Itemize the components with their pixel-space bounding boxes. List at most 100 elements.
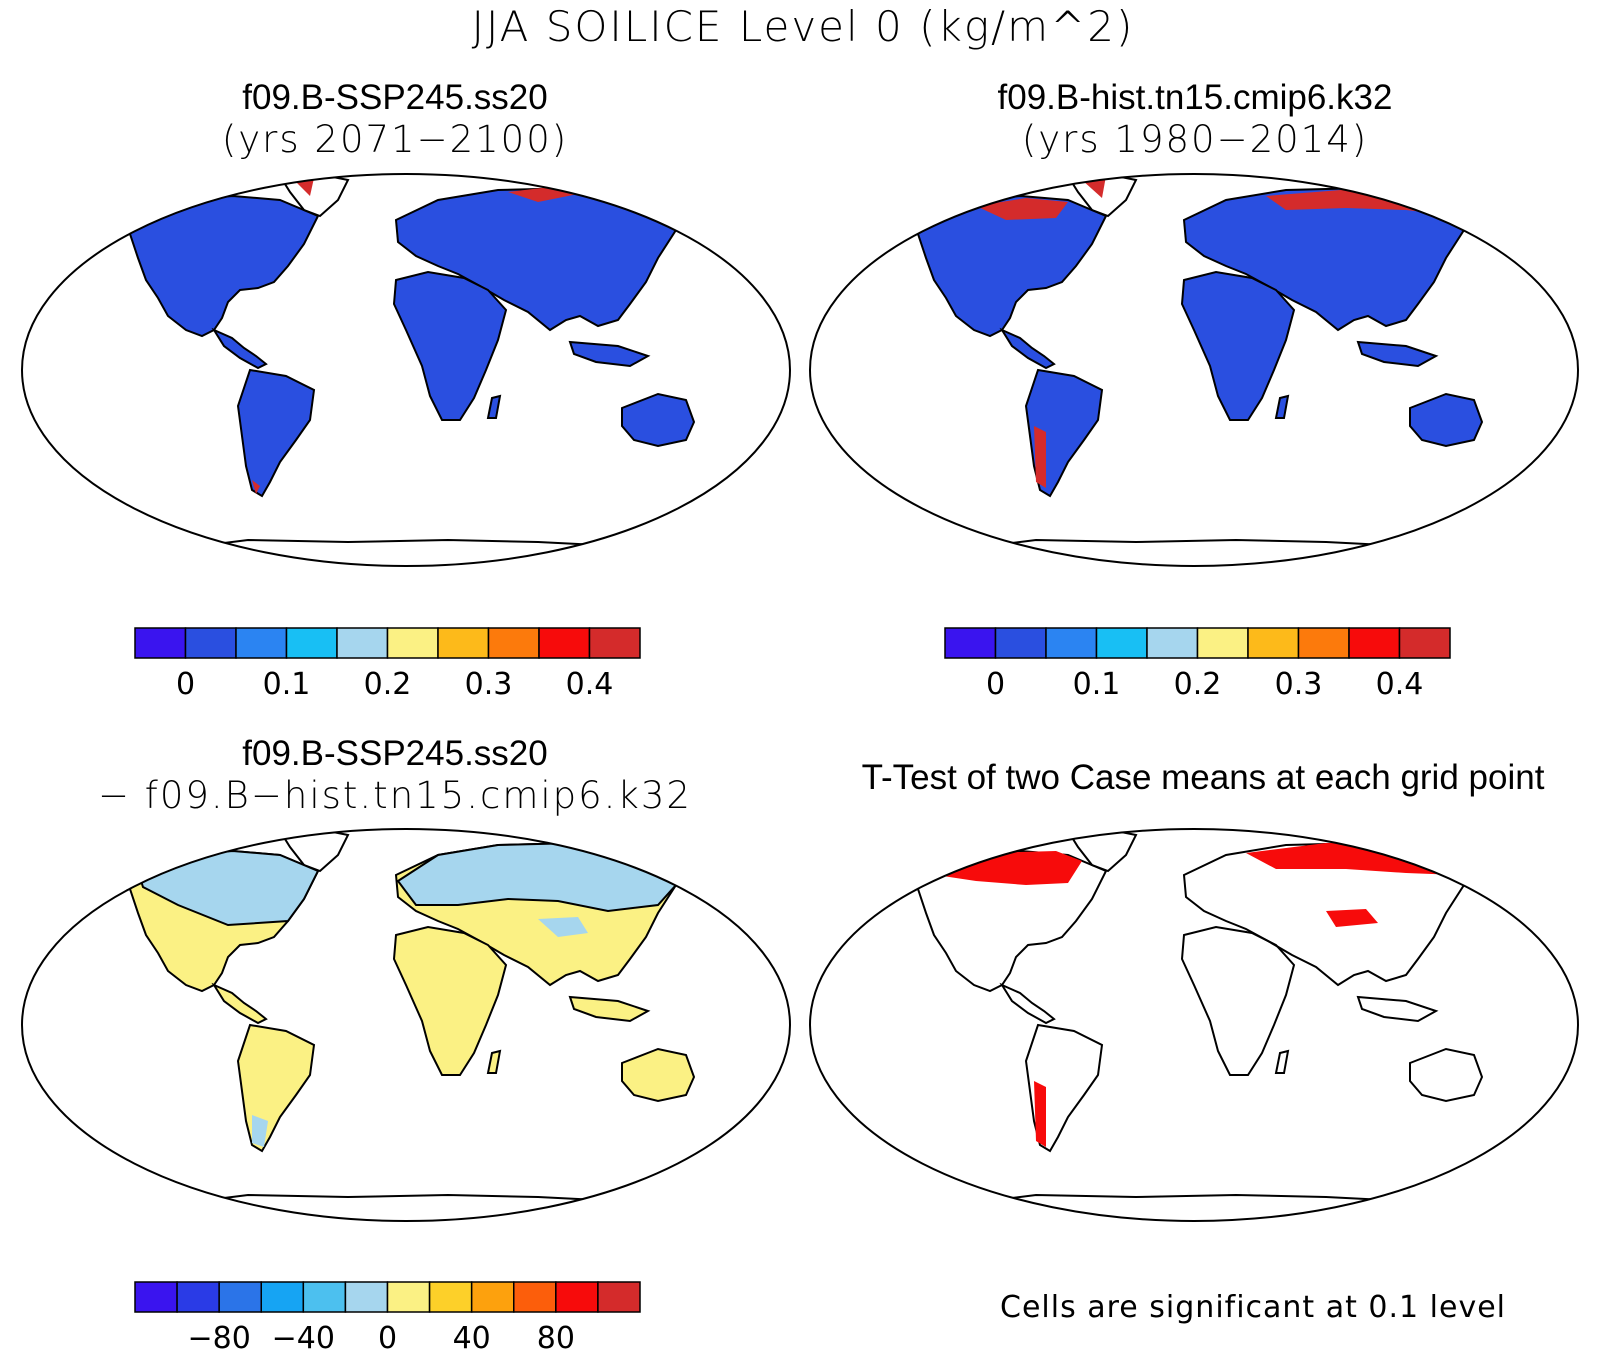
landmass-centralAmerica [211,327,268,370]
colorbar-swatch [285,627,338,659]
colorbar-test-case: 0 0.1 0.2 0.3 0.4 [134,627,641,702]
colorbar-swatch [184,627,237,659]
significant-central-asia [1326,909,1378,927]
map-panel-test-case [21,173,791,567]
landmass-maritime [1356,340,1439,368]
colorbar-swatch [218,1281,262,1313]
colorbar-swatch [538,627,591,659]
map-frame [809,173,1579,567]
landmass-madagascar [486,1049,502,1074]
colorbar-swatch [386,1281,431,1313]
landmass-madagascar [1274,1049,1290,1074]
panel3-title: f09.B-SSP245.ss20 [242,734,548,773]
soil-ice-high-canada [976,198,1068,220]
map-panel-ttest [809,828,1579,1222]
colorbar-swatch [1196,627,1249,659]
landmass-africa [1180,270,1296,421]
colorbar-swatch [134,1281,178,1313]
landmass-australia [1409,1047,1484,1103]
colorbar-tick-label: 0 [378,1321,397,1350]
colorbar-swatch [134,627,187,659]
colorbar-swatch [1247,627,1300,659]
landmass-australia [621,392,696,448]
map-frame [21,173,791,567]
landmass-maritime [568,995,651,1023]
landmass-southAmerica [236,1023,316,1153]
colorbar-tick-label: −40 [272,1321,335,1350]
colorbar-control-case: 0 0.1 0.2 0.3 0.4 [944,627,1451,702]
landmass-africa [392,925,508,1076]
colorbar-tick-label: 80 [537,1321,575,1350]
map-frame [21,828,791,1222]
difference-northern-eurasia [396,841,688,913]
difference-patagonia [252,1115,268,1147]
map-panel-difference [21,828,791,1222]
colorbar-tick-label: 0 [986,667,1005,702]
panel2-title: f09.B-hist.tn15.cmip6.k32 [997,78,1393,117]
colorbar-swatch [1045,627,1098,659]
map-content [916,174,1484,566]
colorbar-tick-label: 0.3 [465,667,513,702]
landmass-northAmerica [916,194,1108,338]
colorbar-swatch [344,1281,389,1313]
colorbar-tick-label: 0.3 [1275,667,1323,702]
significant-andes [1034,1081,1046,1147]
landmass-northAmerica [128,194,320,338]
landmass-africa [1180,925,1296,1076]
landmass-australia [1409,392,1484,448]
landmass-africa [392,270,508,421]
figure-title: JJA SOILICE Level 0 (kg/m^2) [471,2,1135,51]
colorbar-tick-label: 0.4 [1376,667,1424,702]
landmass-maritime [568,340,651,368]
colorbar-swatch [302,1281,347,1313]
landmass-northAmerica [916,849,1108,993]
colorbar-tick-label: 0.1 [1073,667,1121,702]
soil-ice-high-patagonia [252,480,260,494]
map-content [916,829,1484,1221]
panel1-title: f09.B-SSP245.ss20 [242,78,548,117]
colorbar-swatch [513,1281,557,1313]
colorbar-swatch [1297,627,1350,659]
colorbar-swatch [1095,627,1148,659]
landmass-australia [621,1047,696,1103]
colorbar-tick-label: 0.4 [566,667,614,702]
colorbar-swatch [588,627,641,659]
landmass-southAmerica [1024,1023,1104,1153]
colorbar-tick-label: 0.1 [263,667,311,702]
map-content [128,829,696,1221]
colorbar-swatch [386,627,439,659]
colorbar-swatch [428,1281,473,1313]
colorbar-swatch [1348,627,1401,659]
colorbar-tick-label: 40 [453,1321,491,1350]
map-frame [809,828,1579,1222]
colorbar-swatch [1146,627,1199,659]
colorbar-swatch [260,1281,305,1313]
landmass-maritime [1356,995,1439,1023]
colorbar-tick-label: −80 [188,1321,251,1350]
colorbar-tick-label: 0.2 [364,667,412,702]
colorbar-swatch [336,627,389,659]
landmass-southAmerica [236,368,316,498]
colorbar-swatch [470,1281,515,1313]
colorbar-swatch [1398,627,1451,659]
panel1-subtitle: (yrs 2071−2100) [221,118,569,161]
colorbar-swatch [487,627,540,659]
landmass-madagascar [486,394,502,419]
colorbar-swatch [944,627,997,659]
difference-central-asia [538,917,588,937]
panel4-title: T-Test of two Case means at each grid po… [861,758,1545,797]
colorbar-swatch [555,1281,599,1313]
colorbar-tick-label: 0.2 [1174,667,1222,702]
landmass-centralAmerica [999,327,1056,370]
panel2-subtitle: (yrs 1980−2014) [1021,118,1369,161]
colorbar-swatch [176,1281,220,1313]
colorbar-swatch [994,627,1047,659]
landmass-centralAmerica [211,982,268,1025]
soil-ice-high-andes [1034,426,1046,488]
map-panel-control-case [809,173,1579,567]
panel3-subtitle: − f09.B−hist.tn15.cmip6.k32 [98,774,692,817]
map-content [128,174,696,566]
landmass-madagascar [1274,394,1290,419]
landmass-centralAmerica [999,982,1056,1025]
colorbar-swatch [437,627,490,659]
